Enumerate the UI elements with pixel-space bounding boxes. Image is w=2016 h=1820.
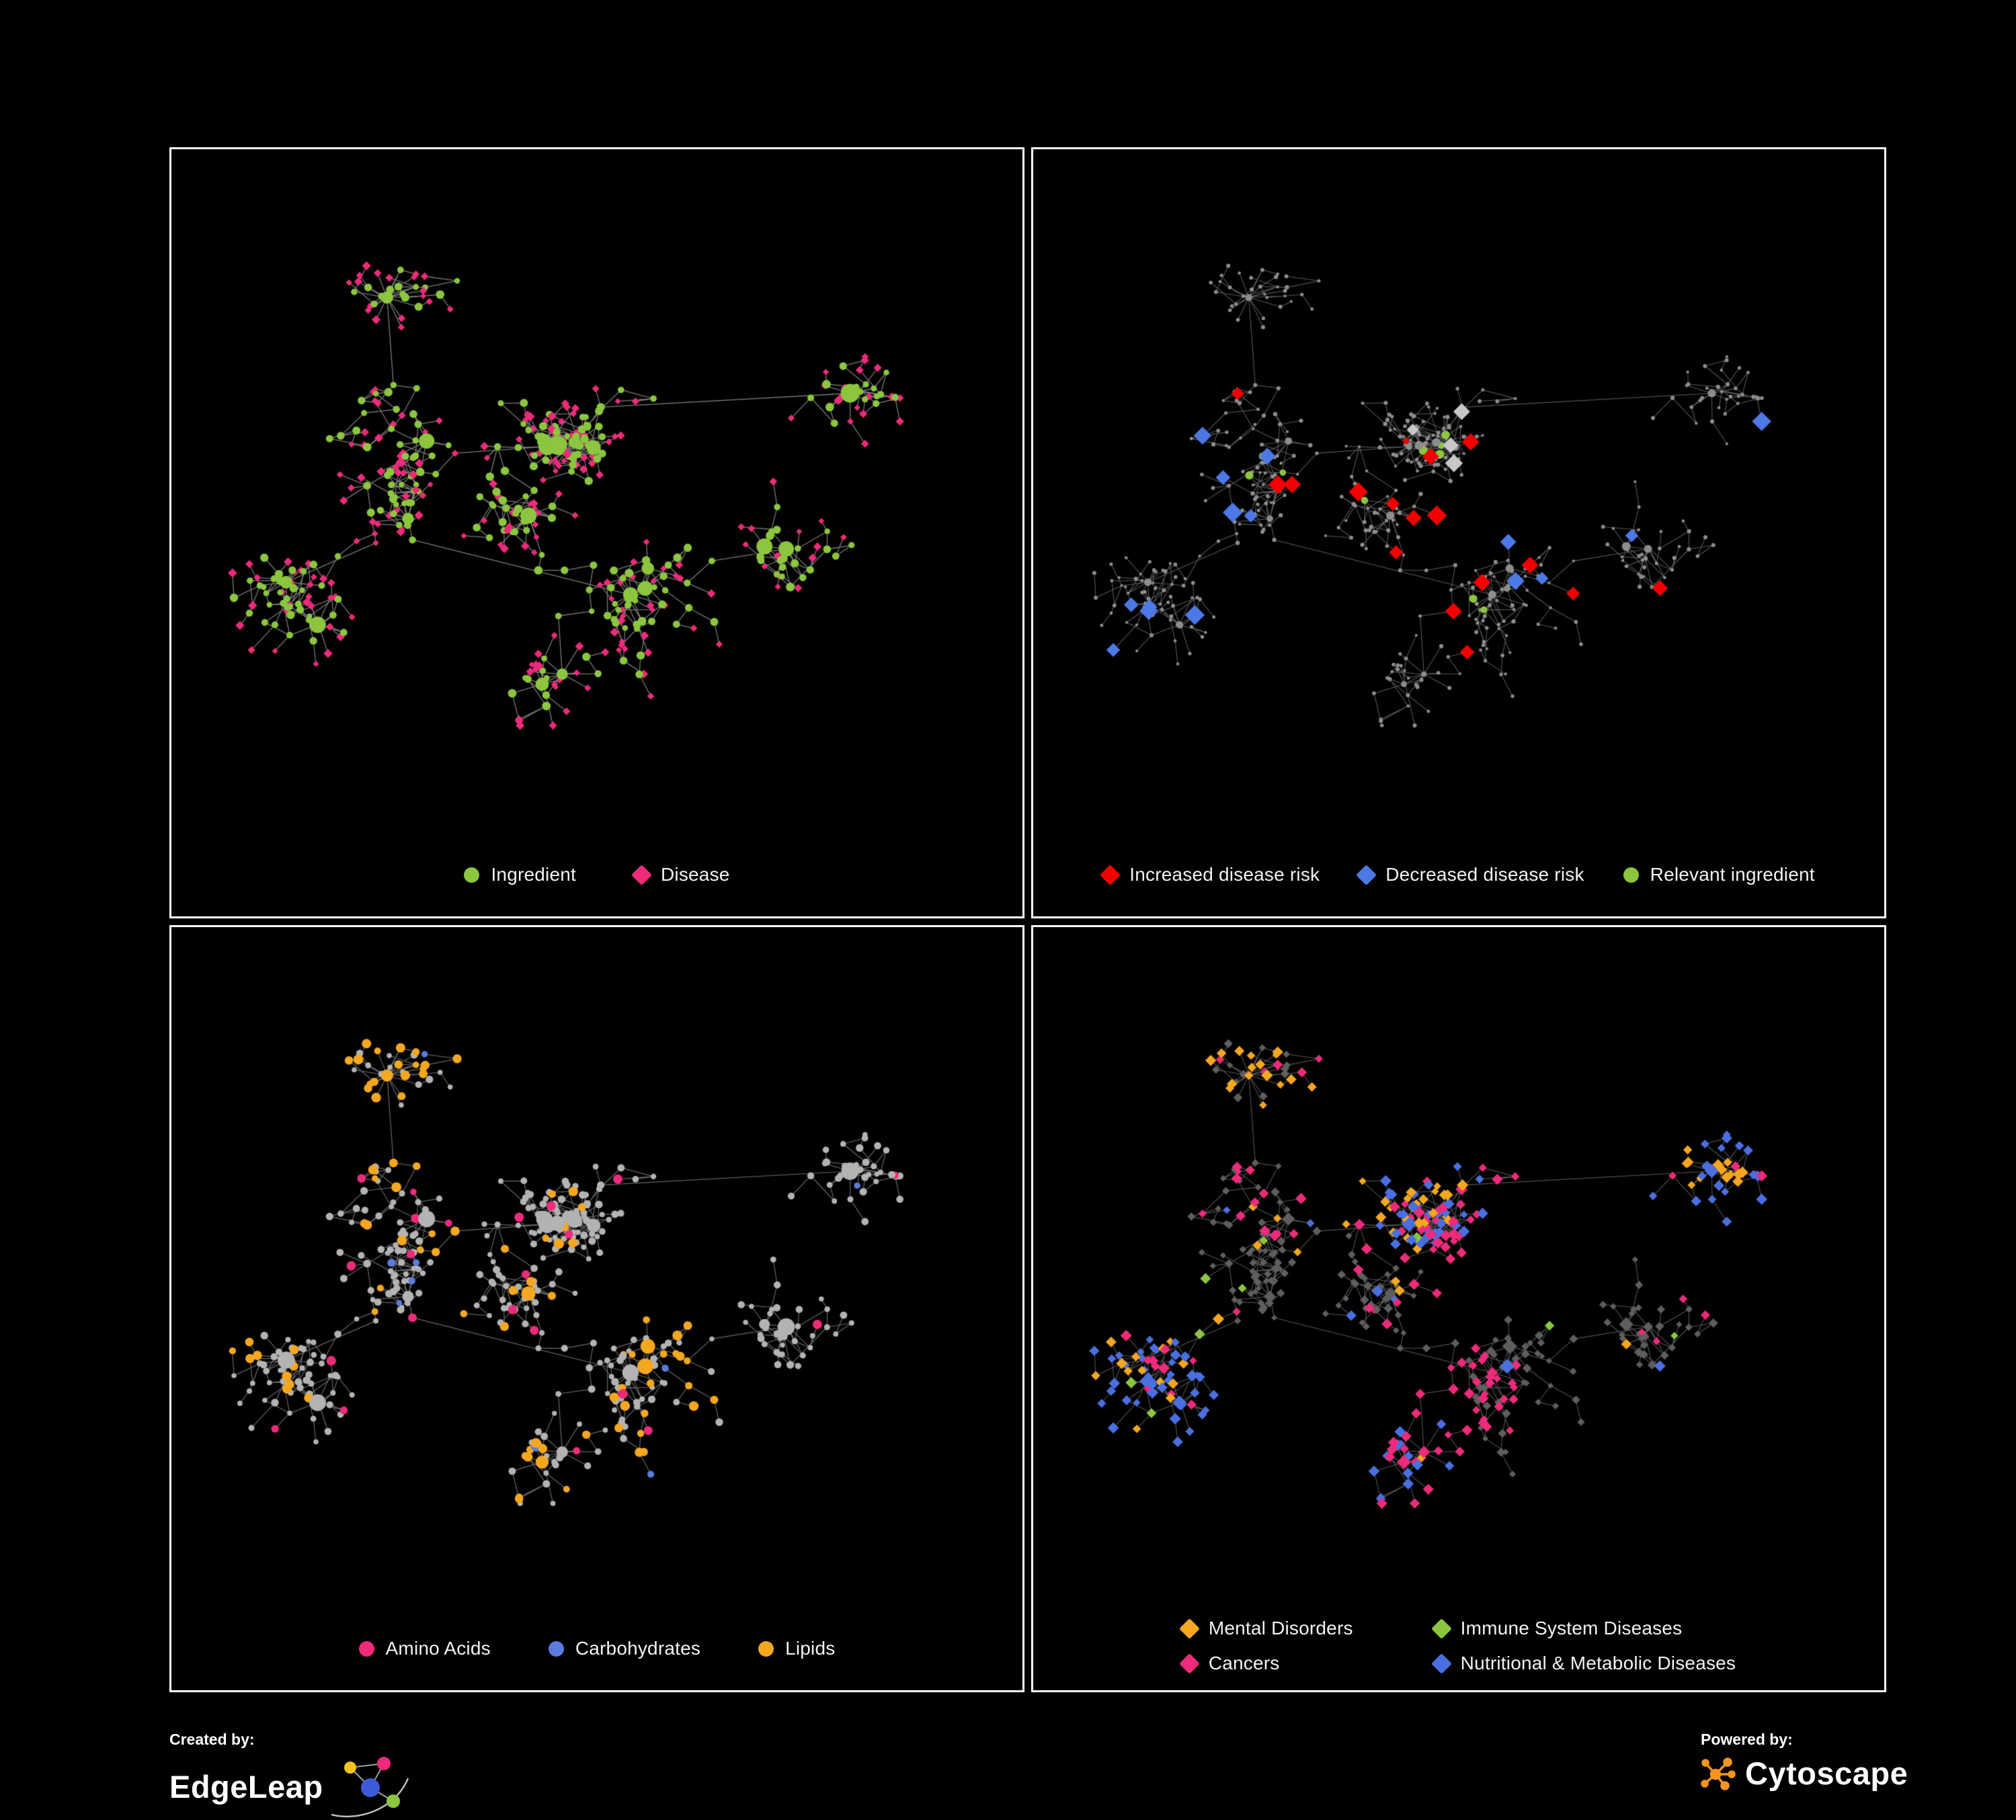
- ingredient-swatch-icon: [464, 867, 480, 883]
- legend-label-relevant-ingredient: Relevant ingredient: [1650, 864, 1815, 885]
- legend-item-ingredient: Ingredient: [464, 864, 576, 885]
- legend-item-relevant-ingredient: Relevant ingredient: [1623, 864, 1815, 885]
- legend-item-decreased-risk: Decreased disease risk: [1356, 864, 1584, 885]
- legend-item-mental-disorders: Mental Disorders: [1178, 1618, 1353, 1639]
- legend-item-disease: Disease: [631, 864, 730, 885]
- edgeleap-wordmark: EdgeLeap: [169, 1768, 323, 1805]
- mental-disorders-swatch-icon: [1178, 1618, 1200, 1639]
- legend-label-nutritional-metabolic-diseases: Nutritional & Metabolic Diseases: [1460, 1653, 1736, 1673]
- legend-label-cancers: Cancers: [1208, 1653, 1280, 1673]
- legend-item-lipids: Lipids: [758, 1638, 835, 1659]
- legend-item-increased-risk: Increased disease risk: [1100, 864, 1320, 885]
- panel-ingredient-disease: Ingredient Disease: [169, 147, 1024, 918]
- legend-ingredient-disease: Ingredient Disease: [171, 864, 1022, 885]
- cytoscape-logo-icon: [1701, 1757, 1736, 1790]
- powered-by-label: Powered by:: [1701, 1731, 1793, 1748]
- created-by-block: Created by: EdgeLeap: [169, 1731, 409, 1819]
- macronutrient-network-canvas: [171, 945, 1022, 1624]
- amino-acids-swatch-icon: [358, 1640, 374, 1657]
- legend-item-cancers: Cancers: [1178, 1653, 1280, 1674]
- cytoscape-wordmark: Cytoscape: [1745, 1755, 1908, 1791]
- cancers-swatch-icon: [1178, 1653, 1200, 1674]
- legend-item-immune-system-diseases: Immune System Diseases: [1430, 1618, 1683, 1639]
- increased-risk-swatch-icon: [1100, 864, 1121, 885]
- edgeleap-logo-icon: [331, 1757, 409, 1817]
- network-panel-grid: Ingredient Disease Increased disease ris…: [169, 147, 1886, 1692]
- decreased-risk-swatch-icon: [1356, 864, 1377, 885]
- ingredient-disease-network-canvas: [171, 167, 1022, 846]
- legend-label-lipids: Lipids: [785, 1638, 836, 1659]
- legend-label-mental-disorders: Mental Disorders: [1208, 1618, 1353, 1638]
- panel-macronutrients: Amino Acids Carbohydrates Lipids: [169, 925, 1024, 1692]
- created-by-label: Created by:: [169, 1731, 255, 1748]
- relevant-ingredient-swatch-icon: [1623, 867, 1639, 883]
- legend-item-amino-acids: Amino Acids: [358, 1638, 491, 1659]
- panel-disease-categories: Mental Disorders Immune System Diseases …: [1031, 925, 1886, 1692]
- legend-disease-risk: Increased disease risk Decreased disease…: [1033, 864, 1884, 885]
- legend-label-disease: Disease: [660, 864, 730, 885]
- lipids-swatch-icon: [758, 1640, 774, 1657]
- legend-disease-categories: Mental Disorders Immune System Diseases …: [1033, 1618, 1884, 1674]
- disease-category-network-canvas: [1033, 945, 1884, 1624]
- legend-label-decreased-risk: Decreased disease risk: [1385, 864, 1584, 885]
- legend-item-carbohydrates: Carbohydrates: [548, 1638, 701, 1659]
- legend-label-immune-system-diseases: Immune System Diseases: [1460, 1618, 1683, 1638]
- carbohydrates-swatch-icon: [548, 1640, 564, 1657]
- legend-macronutrients: Amino Acids Carbohydrates Lipids: [171, 1638, 1022, 1659]
- legend-label-ingredient: Ingredient: [491, 864, 576, 885]
- powered-by-block: Powered by: Cytoscape: [1701, 1731, 1908, 1792]
- panel-disease-risk: Increased disease risk Decreased disease…: [1031, 147, 1886, 918]
- legend-label-amino-acids: Amino Acids: [385, 1638, 491, 1659]
- immune-system-diseases-swatch-icon: [1430, 1618, 1452, 1639]
- legend-item-nutritional-metabolic-diseases: Nutritional & Metabolic Diseases: [1430, 1653, 1736, 1674]
- legend-label-carbohydrates: Carbohydrates: [575, 1638, 701, 1659]
- disease-swatch-icon: [631, 864, 652, 885]
- legend-label-increased-risk: Increased disease risk: [1129, 864, 1320, 885]
- disease-risk-network-canvas: [1033, 167, 1884, 846]
- nutritional-metabolic-diseases-swatch-icon: [1430, 1653, 1452, 1674]
